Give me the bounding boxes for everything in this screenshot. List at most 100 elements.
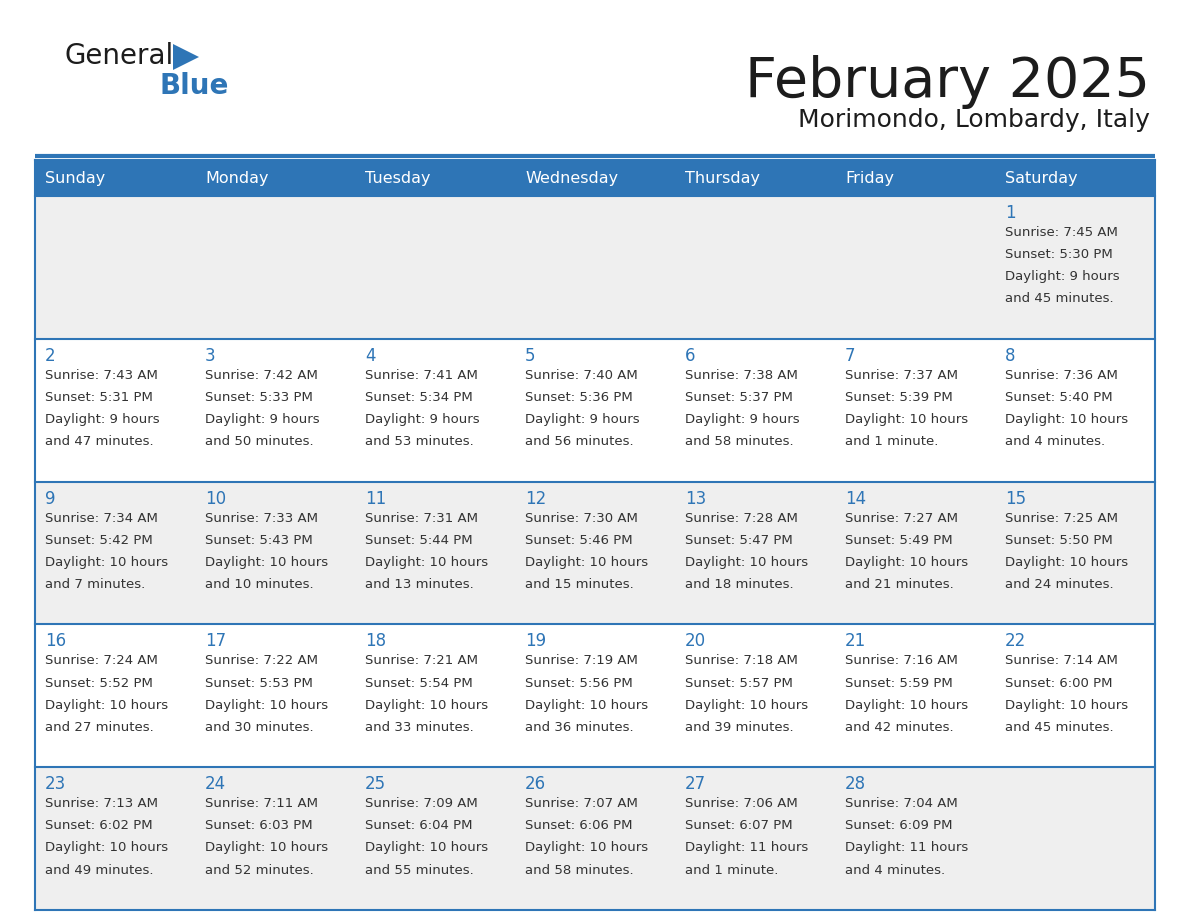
Text: Sunday: Sunday (45, 171, 106, 185)
Text: Daylight: 9 hours: Daylight: 9 hours (685, 413, 800, 426)
Text: 18: 18 (365, 633, 386, 650)
Text: and 33 minutes.: and 33 minutes. (365, 721, 474, 733)
Text: Sunset: 6:09 PM: Sunset: 6:09 PM (845, 820, 953, 833)
Text: Tuesday: Tuesday (365, 171, 430, 185)
Text: Sunrise: 7:37 AM: Sunrise: 7:37 AM (845, 369, 958, 382)
Bar (996, 196, 1155, 339)
Text: and 18 minutes.: and 18 minutes. (685, 578, 794, 591)
Text: Sunset: 5:49 PM: Sunset: 5:49 PM (845, 533, 953, 547)
Text: 22: 22 (1005, 633, 1026, 650)
Text: 9: 9 (45, 489, 56, 508)
Text: Sunset: 5:40 PM: Sunset: 5:40 PM (1005, 391, 1113, 404)
Text: 1: 1 (1005, 204, 1016, 222)
Text: Sunrise: 7:30 AM: Sunrise: 7:30 AM (525, 511, 638, 524)
Text: Daylight: 10 hours: Daylight: 10 hours (525, 556, 649, 569)
Bar (996, 767, 1155, 910)
Bar (835, 482, 996, 624)
Text: Sunrise: 7:14 AM: Sunrise: 7:14 AM (1005, 655, 1118, 667)
Text: Sunrise: 7:19 AM: Sunrise: 7:19 AM (525, 655, 638, 667)
Bar (675, 196, 835, 339)
Text: Sunrise: 7:45 AM: Sunrise: 7:45 AM (1005, 226, 1118, 239)
Text: and 30 minutes.: and 30 minutes. (206, 721, 314, 733)
Bar (675, 339, 835, 482)
Text: 8: 8 (1005, 347, 1016, 364)
Text: 27: 27 (685, 775, 706, 793)
Text: 20: 20 (685, 633, 706, 650)
Text: 23: 23 (45, 775, 67, 793)
Text: and 58 minutes.: and 58 minutes. (525, 864, 633, 877)
Bar (195, 767, 355, 910)
Text: Sunrise: 7:06 AM: Sunrise: 7:06 AM (685, 797, 798, 811)
Text: Sunrise: 7:38 AM: Sunrise: 7:38 AM (685, 369, 798, 382)
Bar (675, 482, 835, 624)
Text: 26: 26 (525, 775, 546, 793)
Text: Sunset: 5:50 PM: Sunset: 5:50 PM (1005, 533, 1113, 547)
Text: Daylight: 10 hours: Daylight: 10 hours (845, 556, 968, 569)
Text: Sunset: 5:39 PM: Sunset: 5:39 PM (845, 391, 953, 404)
Text: 5: 5 (525, 347, 536, 364)
Bar (195, 339, 355, 482)
Text: Morimondo, Lombardy, Italy: Morimondo, Lombardy, Italy (798, 108, 1150, 132)
Text: Sunset: 5:43 PM: Sunset: 5:43 PM (206, 533, 312, 547)
Text: Sunrise: 7:25 AM: Sunrise: 7:25 AM (1005, 511, 1118, 524)
Text: Sunrise: 7:21 AM: Sunrise: 7:21 AM (365, 655, 478, 667)
Text: Daylight: 9 hours: Daylight: 9 hours (45, 413, 159, 426)
Text: Sunset: 5:33 PM: Sunset: 5:33 PM (206, 391, 312, 404)
Bar (355, 160, 516, 196)
Text: and 52 minutes.: and 52 minutes. (206, 864, 314, 877)
Text: 12: 12 (525, 489, 546, 508)
Bar (195, 624, 355, 767)
Text: Sunrise: 7:24 AM: Sunrise: 7:24 AM (45, 655, 158, 667)
Text: Daylight: 10 hours: Daylight: 10 hours (1005, 413, 1129, 426)
Text: 19: 19 (525, 633, 546, 650)
Bar (835, 624, 996, 767)
Text: 13: 13 (685, 489, 706, 508)
Text: Daylight: 9 hours: Daylight: 9 hours (1005, 270, 1119, 284)
Text: Sunrise: 7:27 AM: Sunrise: 7:27 AM (845, 511, 958, 524)
Text: Daylight: 10 hours: Daylight: 10 hours (685, 556, 808, 569)
Text: 2: 2 (45, 347, 56, 364)
Text: February 2025: February 2025 (745, 55, 1150, 109)
Text: Daylight: 10 hours: Daylight: 10 hours (1005, 556, 1129, 569)
Text: Sunset: 6:02 PM: Sunset: 6:02 PM (45, 820, 152, 833)
Text: Daylight: 9 hours: Daylight: 9 hours (206, 413, 320, 426)
Bar (996, 160, 1155, 196)
Text: Daylight: 10 hours: Daylight: 10 hours (845, 413, 968, 426)
Bar (516, 160, 675, 196)
Text: Sunset: 6:07 PM: Sunset: 6:07 PM (685, 820, 792, 833)
Text: Sunset: 5:30 PM: Sunset: 5:30 PM (1005, 248, 1113, 261)
Text: Daylight: 10 hours: Daylight: 10 hours (45, 556, 169, 569)
Text: Sunrise: 7:33 AM: Sunrise: 7:33 AM (206, 511, 318, 524)
Text: Daylight: 10 hours: Daylight: 10 hours (365, 699, 488, 711)
Text: and 39 minutes.: and 39 minutes. (685, 721, 794, 733)
Text: Sunset: 5:44 PM: Sunset: 5:44 PM (365, 533, 473, 547)
Text: Sunrise: 7:28 AM: Sunrise: 7:28 AM (685, 511, 798, 524)
Text: Sunset: 5:34 PM: Sunset: 5:34 PM (365, 391, 473, 404)
Text: Sunset: 5:36 PM: Sunset: 5:36 PM (525, 391, 633, 404)
Text: General: General (65, 42, 175, 70)
Text: Wednesday: Wednesday (525, 171, 618, 185)
Text: and 49 minutes.: and 49 minutes. (45, 864, 153, 877)
Text: Friday: Friday (845, 171, 895, 185)
Text: and 13 minutes.: and 13 minutes. (365, 578, 474, 591)
Text: Sunrise: 7:36 AM: Sunrise: 7:36 AM (1005, 369, 1118, 382)
Bar (675, 767, 835, 910)
Text: 14: 14 (845, 489, 866, 508)
Text: Daylight: 10 hours: Daylight: 10 hours (1005, 699, 1129, 711)
Text: and 58 minutes.: and 58 minutes. (685, 435, 794, 448)
Bar (675, 160, 835, 196)
Bar (355, 767, 516, 910)
Bar (516, 624, 675, 767)
Text: and 45 minutes.: and 45 minutes. (1005, 721, 1113, 733)
Text: Daylight: 10 hours: Daylight: 10 hours (525, 842, 649, 855)
Text: 16: 16 (45, 633, 67, 650)
Text: 10: 10 (206, 489, 226, 508)
Text: Sunrise: 7:22 AM: Sunrise: 7:22 AM (206, 655, 318, 667)
Text: Sunrise: 7:34 AM: Sunrise: 7:34 AM (45, 511, 158, 524)
Text: Sunset: 5:54 PM: Sunset: 5:54 PM (365, 677, 473, 689)
Bar (996, 624, 1155, 767)
Bar (355, 624, 516, 767)
Text: Sunset: 6:03 PM: Sunset: 6:03 PM (206, 820, 312, 833)
Bar (516, 482, 675, 624)
Text: and 10 minutes.: and 10 minutes. (206, 578, 314, 591)
